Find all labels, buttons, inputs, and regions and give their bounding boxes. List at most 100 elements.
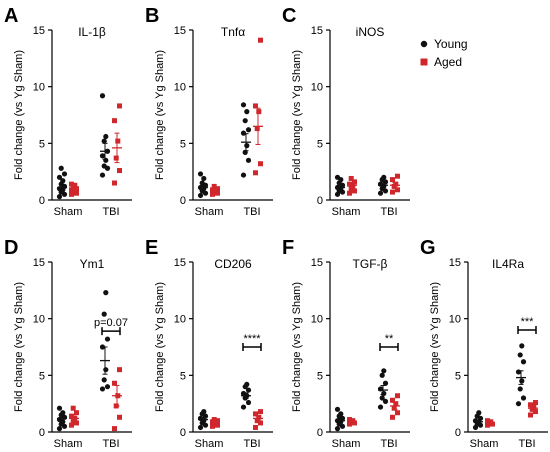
data-point-aged bbox=[113, 155, 119, 161]
data-point-aged bbox=[72, 182, 78, 188]
y-tick-label: 10 bbox=[311, 82, 323, 94]
data-point-aged bbox=[253, 424, 258, 430]
data-point-young bbox=[377, 386, 384, 392]
data-point-young bbox=[99, 93, 106, 99]
data-point-young bbox=[381, 174, 387, 180]
data-point-aged bbox=[348, 175, 354, 181]
data-point-young bbox=[103, 367, 109, 373]
data-point-young bbox=[197, 424, 204, 431]
y-tick-label: 10 bbox=[174, 82, 186, 94]
data-point-young bbox=[382, 380, 389, 386]
data-point-aged bbox=[117, 367, 122, 373]
data-point-young bbox=[515, 401, 522, 407]
y-axis-label: Fold change (vs Yg Sham) bbox=[429, 282, 441, 412]
y-tick-label: 5 bbox=[180, 138, 186, 150]
y-tick-label: 5 bbox=[455, 370, 461, 382]
y-tick-label: 15 bbox=[311, 257, 323, 269]
data-point-aged bbox=[347, 417, 352, 423]
data-point-young bbox=[56, 405, 63, 411]
data-point-aged bbox=[485, 418, 490, 424]
data-point-aged bbox=[395, 173, 400, 179]
data-point-aged bbox=[390, 397, 395, 403]
data-point-young bbox=[101, 163, 107, 169]
data-point-aged bbox=[528, 402, 533, 408]
data-point-young bbox=[56, 416, 63, 423]
data-point-young bbox=[56, 194, 63, 200]
data-point-aged bbox=[393, 401, 399, 407]
data-point-aged bbox=[395, 410, 400, 416]
y-tick-label: 10 bbox=[311, 314, 323, 326]
data-point-aged bbox=[211, 183, 217, 189]
data-point-aged bbox=[215, 418, 220, 424]
data-point-young bbox=[103, 290, 109, 296]
x-tick-label: Sham bbox=[54, 206, 83, 218]
data-point-young bbox=[103, 157, 109, 163]
data-point-aged bbox=[258, 409, 263, 415]
x-tick-label: TBI bbox=[243, 438, 260, 450]
data-point-aged bbox=[528, 412, 533, 418]
data-point-aged bbox=[390, 414, 395, 420]
x-tick-label: Sham bbox=[470, 438, 499, 450]
data-point-young bbox=[517, 352, 523, 358]
legend-label: Young bbox=[434, 37, 468, 51]
panel-label: G bbox=[420, 237, 436, 259]
y-tick-label: 10 bbox=[33, 82, 45, 94]
x-tick-label: TBI bbox=[102, 206, 119, 218]
data-point-aged bbox=[393, 181, 399, 187]
y-tick-label: 0 bbox=[180, 427, 186, 439]
y-axis-label: Fold change (vs Yg Sham) bbox=[13, 282, 25, 412]
y-tick-label: 10 bbox=[174, 314, 186, 326]
data-point-young bbox=[99, 172, 106, 178]
significance-label: *** bbox=[521, 316, 535, 328]
data-point-aged bbox=[253, 411, 258, 417]
data-point-young bbox=[377, 190, 384, 196]
chart-title: TGF-β bbox=[353, 257, 388, 271]
data-point-young bbox=[240, 102, 247, 108]
panel-d: D Ym1 0 5 10 15 Fold change (vs Yg Sham) Sham TB… bbox=[4, 237, 132, 450]
data-point-young bbox=[334, 406, 341, 412]
chart-title: IL-1β bbox=[78, 25, 106, 39]
data-point-young bbox=[60, 410, 66, 416]
data-point-young bbox=[245, 157, 252, 163]
data-point-aged bbox=[254, 126, 260, 132]
y-axis-label: Fold change (vs Yg Sham) bbox=[291, 50, 303, 180]
data-point-aged bbox=[531, 404, 537, 410]
x-tick-label: Sham bbox=[195, 206, 224, 218]
data-point-young bbox=[56, 426, 63, 432]
data-point-aged bbox=[256, 109, 262, 115]
data-point-young bbox=[61, 171, 68, 177]
data-point-young bbox=[334, 174, 341, 180]
data-point-aged bbox=[112, 380, 117, 386]
data-point-young bbox=[377, 404, 384, 410]
data-point-aged bbox=[533, 400, 538, 406]
x-tick-label: TBI bbox=[518, 438, 535, 450]
data-point-young bbox=[245, 127, 252, 133]
y-tick-label: 15 bbox=[174, 25, 186, 37]
data-point-young bbox=[381, 368, 387, 374]
data-point-aged bbox=[253, 103, 258, 109]
y-tick-label: 10 bbox=[33, 314, 45, 326]
data-point-aged bbox=[395, 393, 400, 399]
data-point-aged bbox=[253, 170, 258, 176]
data-point-aged bbox=[112, 180, 117, 186]
y-tick-label: 0 bbox=[317, 427, 323, 439]
data-point-young bbox=[476, 410, 482, 416]
y-axis-label: Fold change (vs Yg Sham) bbox=[291, 282, 303, 412]
data-point-young bbox=[56, 174, 63, 180]
y-tick-label: 15 bbox=[311, 25, 323, 37]
data-point-young bbox=[377, 181, 384, 187]
panel-label: D bbox=[4, 237, 18, 259]
data-point-young bbox=[245, 387, 252, 393]
data-point-young bbox=[101, 138, 107, 144]
data-point-young bbox=[379, 372, 385, 378]
data-point-young bbox=[244, 381, 250, 387]
data-point-young bbox=[517, 386, 523, 392]
x-tick-label: Sham bbox=[195, 438, 224, 450]
data-point-aged bbox=[258, 420, 263, 426]
data-point-aged bbox=[352, 179, 357, 185]
x-tick-label: Sham bbox=[332, 206, 361, 218]
data-point-young bbox=[104, 384, 111, 390]
legend-marker-young bbox=[420, 40, 428, 48]
